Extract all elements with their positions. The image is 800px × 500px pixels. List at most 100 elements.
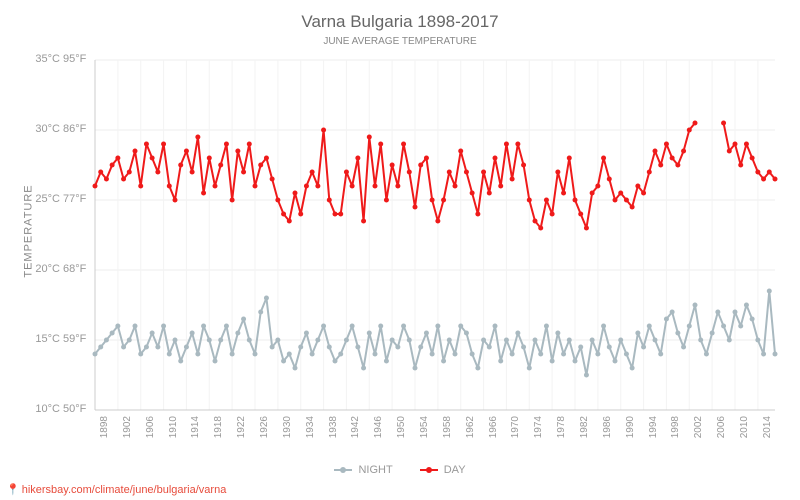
marker [618,191,623,196]
marker [647,324,652,329]
xtick: 1982 [579,416,590,446]
xtick: 1942 [350,416,361,446]
marker [521,345,526,350]
xtick: 1970 [510,416,521,446]
marker [310,170,315,175]
plot-area [95,60,775,410]
marker [664,317,669,322]
marker [458,324,463,329]
marker [144,142,149,147]
marker [693,121,698,126]
marker [378,324,383,329]
marker [287,219,292,224]
marker [658,352,663,357]
marker [201,191,206,196]
marker [561,191,566,196]
marker [618,338,623,343]
marker [481,170,486,175]
marker [715,310,720,315]
marker [258,310,263,315]
marker [670,310,675,315]
marker [435,219,440,224]
marker [133,149,138,154]
marker [418,345,423,350]
marker [207,156,212,161]
marker [258,163,263,168]
chart-title: Varna Bulgaria 1898-2017 [0,12,800,32]
marker [607,177,612,182]
xtick: 1922 [236,416,247,446]
marker [247,338,252,343]
map-pin-icon: 📍 [6,483,20,496]
marker [475,212,480,217]
marker [327,198,332,203]
marker [481,338,486,343]
marker [230,352,235,357]
marker [338,352,343,357]
xtick: 1910 [168,416,179,446]
xtick: 1902 [122,416,133,446]
marker [527,366,532,371]
marker [201,324,206,329]
marker [687,324,692,329]
marker [287,352,292,357]
marker [567,338,572,343]
marker [453,352,458,357]
legend-label-night: NIGHT [358,464,392,476]
xtick: 1974 [533,416,544,446]
series-night [95,291,775,375]
marker [561,352,566,357]
marker [635,184,640,189]
marker [475,366,480,371]
marker [413,205,418,210]
marker [235,149,240,154]
marker [590,338,595,343]
marker [624,352,629,357]
marker [218,163,223,168]
xtick: 1914 [190,416,201,446]
marker [373,352,378,357]
marker [578,345,583,350]
marker [121,177,126,182]
marker [321,324,326,329]
xtick: 1954 [419,416,430,446]
marker [464,331,469,336]
marker [344,170,349,175]
marker [550,212,555,217]
xtick: 1934 [305,416,316,446]
marker [310,352,315,357]
legend-swatch-day [420,469,438,471]
ytick-c: 35°C [30,53,60,65]
marker [607,345,612,350]
marker [161,324,166,329]
marker [350,324,355,329]
marker [538,226,543,231]
marker [487,345,492,350]
marker [281,359,286,364]
marker [98,345,103,350]
marker [253,352,258,357]
marker [190,331,195,336]
marker [247,142,252,147]
marker [613,359,618,364]
marker [275,338,280,343]
marker [744,142,749,147]
marker [315,184,320,189]
marker [733,310,738,315]
marker [710,331,715,336]
attribution: 📍 hikersbay.com/climate/june/bulgaria/va… [6,483,226,496]
chart-subtitle: JUNE AVERAGE TEMPERATURE [0,36,800,47]
marker [493,324,498,329]
marker [98,170,103,175]
marker [298,345,303,350]
marker [493,156,498,161]
marker [207,338,212,343]
marker [430,352,435,357]
marker [293,366,298,371]
marker [195,352,200,357]
marker [727,149,732,154]
xtick: 1938 [328,416,339,446]
marker [704,352,709,357]
marker [178,359,183,364]
marker [653,149,658,154]
